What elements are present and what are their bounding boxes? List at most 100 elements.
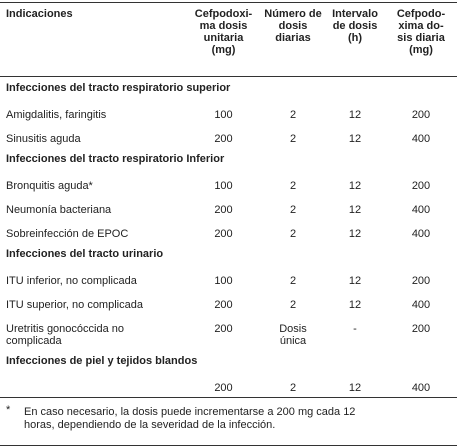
cell-line: 12 <box>348 180 362 192</box>
top-rule <box>0 2 457 3</box>
cell-line: 2 <box>289 299 297 311</box>
cell-line: 100 <box>214 275 233 287</box>
table-cell: 100 <box>185 275 262 287</box>
table-cell: 2 <box>262 299 324 311</box>
section-title: Infecciones del tracto respiratorio supe… <box>6 82 231 94</box>
cell-line: 2 <box>289 228 297 240</box>
cell-line: 2 <box>289 382 297 394</box>
cell-line: 200 <box>214 323 233 335</box>
cell-line: 12 <box>348 382 362 394</box>
header-cell: Número de dosis diarias <box>262 8 324 44</box>
table-cell: 12 <box>324 382 386 394</box>
cell-line: 2 <box>289 204 297 216</box>
table-cell: 2 <box>262 109 324 121</box>
table-cell: 200 <box>386 109 456 121</box>
table-cell: 12 <box>324 228 386 240</box>
footnote-line: En caso necesario, la dosis puede increm… <box>24 406 356 418</box>
table-cell: 2 <box>262 204 324 216</box>
cell-line: diarias <box>275 32 311 44</box>
table-cell: 200 <box>185 323 262 335</box>
cell-line: 12 <box>348 204 362 216</box>
cell-line: (mg) <box>211 44 236 56</box>
table-cell: 200 <box>185 133 262 145</box>
cell-line: xima do- <box>398 20 444 32</box>
cell-line: dosis <box>278 20 308 32</box>
cell-line: 200 <box>411 180 431 192</box>
cell-line: ma dosis <box>199 20 248 32</box>
cell-line: (mg) <box>409 44 433 56</box>
table-cell: ITU superior, no complicada <box>6 299 186 311</box>
table-cell: 2 <box>262 382 324 394</box>
cell-line: complicada <box>6 335 62 347</box>
cell-line: Sinusitis aguda <box>6 133 81 145</box>
cell-line: Dosis <box>279 323 307 335</box>
cell-line: 400 <box>411 382 431 394</box>
cell-line: ITU inferior, no complicada <box>6 275 137 287</box>
cell-line: 400 <box>411 204 431 216</box>
table-cell: Uretritis gonocóccida no complicada <box>6 323 186 347</box>
table-cell: 200 <box>185 382 262 394</box>
cell-line: Bronquitis aguda* <box>6 180 93 192</box>
header-cell: Indicaciones <box>6 8 186 20</box>
section-title: Infecciones del tracto urinario <box>6 248 164 260</box>
header-cell: Cefpodo-xima do-sis diaria (mg) <box>386 8 456 56</box>
table-cell: 400 <box>386 133 456 145</box>
table-cell: 200 <box>386 275 456 287</box>
section-title: Infecciones de piel y tejidos blandos <box>6 355 198 367</box>
table-cell: 12 <box>324 275 386 287</box>
table-cell: Bronquitis aguda* <box>6 180 186 192</box>
table-cell: 12 <box>324 109 386 121</box>
cell-line: 100 <box>214 109 233 121</box>
cell-line: 200 <box>214 228 233 240</box>
cell-line: Cefpodoxi- <box>194 8 253 20</box>
section-title: Infecciones del tracto respiratorio Infe… <box>6 153 225 165</box>
table-cell: Sinusitis aguda <box>6 133 186 145</box>
cell-line: 400 <box>411 299 431 311</box>
footnote-rule <box>0 397 457 398</box>
cell-line: única <box>279 335 307 347</box>
cell-line: Número de <box>264 8 322 20</box>
cell-line: - <box>353 323 357 335</box>
table-cell: 2 <box>262 180 324 192</box>
table-cell: 400 <box>386 228 456 240</box>
cell-line: Sobreinfección de EPOC <box>6 228 129 240</box>
table-cell: Dosis única <box>262 323 324 347</box>
table-cell: 400 <box>386 299 456 311</box>
cell-line: 200 <box>411 109 431 121</box>
cell-line: Amigdalitis, faringitis <box>6 109 107 121</box>
table-cell: 12 <box>324 299 386 311</box>
table-cell: 12 <box>324 204 386 216</box>
cell-line: 2 <box>289 275 297 287</box>
cell-line: sis diaria <box>397 32 445 44</box>
cell-line: 200 <box>214 299 233 311</box>
header-cell: Intervalo de dosis (h) <box>324 8 386 44</box>
table-cell: ITU inferior, no complicada <box>6 275 186 287</box>
header-rule <box>0 76 457 77</box>
table-cell: 200 <box>386 323 456 335</box>
footnote-marker: * <box>6 404 11 416</box>
cell-line: 200 <box>214 204 233 216</box>
table-cell: Sobreinfección de EPOC <box>6 228 186 240</box>
cell-line: Uretritis gonocóccida no <box>6 323 125 335</box>
cell-line: 2 <box>289 109 297 121</box>
cell-line: Indicaciones <box>6 8 73 20</box>
table-cell: 2 <box>262 228 324 240</box>
table-cell: 100 <box>185 109 262 121</box>
cell-line: 400 <box>411 133 431 145</box>
cell-line: 12 <box>348 228 362 240</box>
cell-line: 200 <box>411 275 431 287</box>
cell-line: ITU superior, no complicada <box>6 299 143 311</box>
cell-line: Neumonía bacteriana <box>6 204 112 216</box>
bottom-rule <box>0 445 457 446</box>
table-cell: 2 <box>262 275 324 287</box>
cell-line: 200 <box>214 133 233 145</box>
table-cell: 12 <box>324 180 386 192</box>
cell-line: 12 <box>348 133 362 145</box>
cell-line: Cefpodo- <box>396 8 446 20</box>
cell-line: 200 <box>214 382 233 394</box>
cell-line: 12 <box>348 275 362 287</box>
footnote-line: horas, dependiendo de la severidad de la… <box>24 419 276 431</box>
cell-line: 400 <box>411 228 431 240</box>
cell-line: (h) <box>347 32 363 44</box>
cell-line: 2 <box>289 180 297 192</box>
